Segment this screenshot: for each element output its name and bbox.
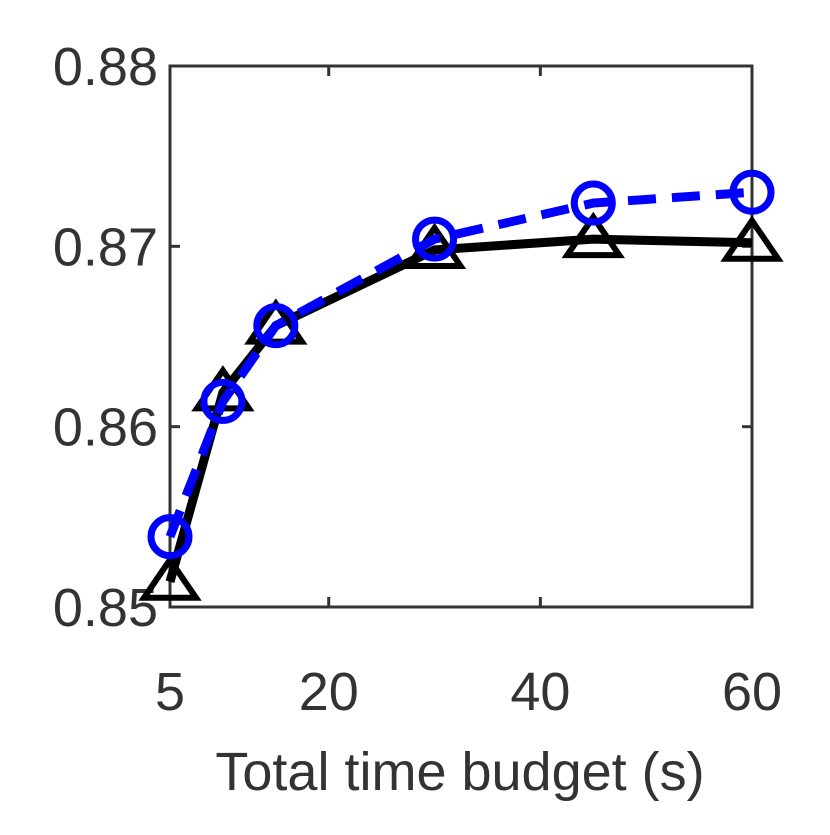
marker	[720, 215, 784, 262]
y-tick-label: 0.85	[53, 578, 158, 638]
marker	[412, 216, 458, 262]
marker	[200, 378, 246, 424]
marker	[561, 211, 625, 259]
y-tick-label: 0.88	[53, 37, 158, 97]
x-tick-label: 20	[299, 662, 359, 722]
marker	[729, 169, 775, 215]
marker	[138, 554, 202, 601]
series-line	[165, 187, 753, 539]
marker	[570, 180, 616, 226]
plot-frame	[168, 64, 754, 609]
y-tick-label: 0.86	[53, 398, 158, 458]
x-axis-label: Total time budget (s)	[215, 742, 704, 802]
series-line	[165, 234, 753, 583]
marker	[147, 514, 193, 560]
marker	[253, 303, 299, 349]
x-tick-label: 60	[722, 662, 782, 722]
x-tick-label: 5	[155, 662, 185, 722]
x-tick-label: 40	[510, 662, 570, 722]
y-tick-label: 0.87	[53, 217, 158, 277]
